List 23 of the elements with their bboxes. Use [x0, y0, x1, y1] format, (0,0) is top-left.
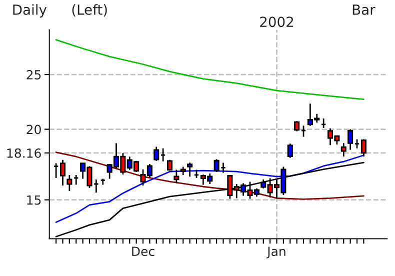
candlestick: [287, 142, 293, 159]
line-series: [55, 154, 364, 223]
y-tick-label: 15: [27, 195, 41, 205]
candlestick: [348, 128, 354, 150]
line-series: [55, 152, 364, 200]
candlestick: [60, 159, 66, 186]
line-series: [55, 39, 364, 100]
x-tick-label: Dec: [132, 246, 154, 256]
candlestick: [174, 169, 180, 184]
text: Bar: [352, 4, 376, 15]
candlestick: [294, 120, 300, 132]
y-tick-label: 25: [26, 70, 41, 80]
candlestick: [66, 174, 72, 192]
text: (Left): [72, 4, 107, 17]
candlestick: [340, 142, 346, 158]
candlestick: [360, 138, 366, 158]
y-tick-label: 20: [26, 124, 41, 134]
candlestick: [154, 146, 160, 162]
chart-title: Daily: [13, 4, 47, 18]
candlestick: [187, 162, 193, 178]
y-tick-label: 18.16: [7, 148, 41, 158]
x-tick-label: Jan: [266, 246, 286, 258]
ref-line-label: 2002: [260, 16, 294, 28]
